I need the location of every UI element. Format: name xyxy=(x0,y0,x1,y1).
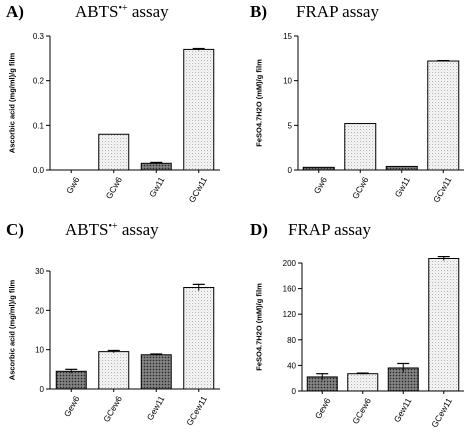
bar-gcw11 xyxy=(183,48,215,171)
y-tick-label: 0.1 xyxy=(33,121,45,130)
x-tick-label: Gw6 xyxy=(64,175,82,195)
y-tick-label: 200 xyxy=(283,259,297,268)
panel-letter: B) xyxy=(250,2,267,21)
x-tick-label: GCew6 xyxy=(101,394,124,424)
bar-gw11 xyxy=(140,162,172,171)
bar-gw11 xyxy=(385,165,418,171)
y-tick-label: 0.0 xyxy=(33,166,45,175)
y-tick-label: 15 xyxy=(283,32,292,41)
bar-gw6 xyxy=(302,166,335,171)
panel-letter: A) xyxy=(6,2,24,21)
y-tick-label: 120 xyxy=(283,310,297,319)
y-tick-label: 0.2 xyxy=(33,77,45,86)
x-tick-label: GCew11 xyxy=(184,394,209,427)
bar-gcw6 xyxy=(344,123,377,171)
y-tick-label: 30 xyxy=(35,267,44,276)
y-tick-label: 0.3 xyxy=(33,32,45,41)
bar-gcew6 xyxy=(98,351,130,390)
x-tick-label: Gew11 xyxy=(145,394,167,422)
chart-title: FRAP assay xyxy=(296,2,379,21)
chart-panel-b: B) FRAP assay FeSO4.7H2O (mM)/g film 0 5 10 15… xyxy=(250,2,464,204)
x-tick-label: Gw6 xyxy=(312,175,330,195)
y-tick-label: 20 xyxy=(35,306,44,315)
y-axis-label: Ascorbic acid (mg/ml)/g film xyxy=(8,52,17,153)
x-tick-label: Gw11 xyxy=(147,175,167,199)
x-tick-label: Gew6 xyxy=(313,396,333,420)
x-tick-label: GCw6 xyxy=(350,175,371,201)
chart-panel-c: C) ABTS•+ assay Ascorbic acid (mg/ml)/g fi… xyxy=(6,220,220,427)
y-axis-label: Ascorbic acid (mg/ml)/g film xyxy=(8,279,17,380)
bar-gcw11 xyxy=(427,60,460,171)
x-tick-label: Gew11 xyxy=(392,396,414,424)
y-tick-label: 0 xyxy=(40,385,45,394)
bar-gcew6 xyxy=(347,373,379,392)
chart-title: ABTS•+ assay xyxy=(65,220,159,239)
panel-letter: D) xyxy=(250,220,268,239)
y-tick-label: 10 xyxy=(283,77,292,86)
bar-gew11 xyxy=(140,354,172,390)
chart-title: ABTS•+ assay xyxy=(75,2,169,21)
x-tick-label: Gew6 xyxy=(62,394,82,418)
bar-gcw6 xyxy=(98,133,130,171)
bar-gew6 xyxy=(55,370,87,390)
y-tick-label: 5 xyxy=(288,121,293,130)
bar-gcew11 xyxy=(428,258,460,392)
x-tick-label: GCw11 xyxy=(431,175,454,204)
panel-letter: C) xyxy=(6,220,24,239)
y-tick-label: 80 xyxy=(287,336,296,345)
chart-title: FRAP assay xyxy=(288,220,371,239)
y-axis-label: FeSO4.7H2O (mM)/g film xyxy=(255,59,264,147)
y-tick-label: 0 xyxy=(292,387,297,396)
chart-panel-d: D) FRAP assay FeSO4.7H2O (mM)/g film 0 40 80 1… xyxy=(250,220,464,429)
x-tick-label: GCw6 xyxy=(104,175,125,201)
y-axis-label: FeSO4.7H2O (mM)/g film xyxy=(255,283,264,371)
y-tick-label: 40 xyxy=(287,361,296,370)
x-tick-label: GCw11 xyxy=(187,175,210,204)
x-tick-label: Gw11 xyxy=(393,175,413,199)
bar-gcew11 xyxy=(183,287,215,390)
x-tick-label: GCew6 xyxy=(350,396,373,426)
chart-panel-a: A) ABTS•+ assay Ascorbic acid (mg/ml)/g fi… xyxy=(6,2,220,204)
y-tick-label: 160 xyxy=(283,285,297,294)
y-tick-label: 0 xyxy=(288,166,293,175)
x-tick-label: GCew11 xyxy=(429,396,454,429)
y-tick-label: 10 xyxy=(35,346,44,355)
